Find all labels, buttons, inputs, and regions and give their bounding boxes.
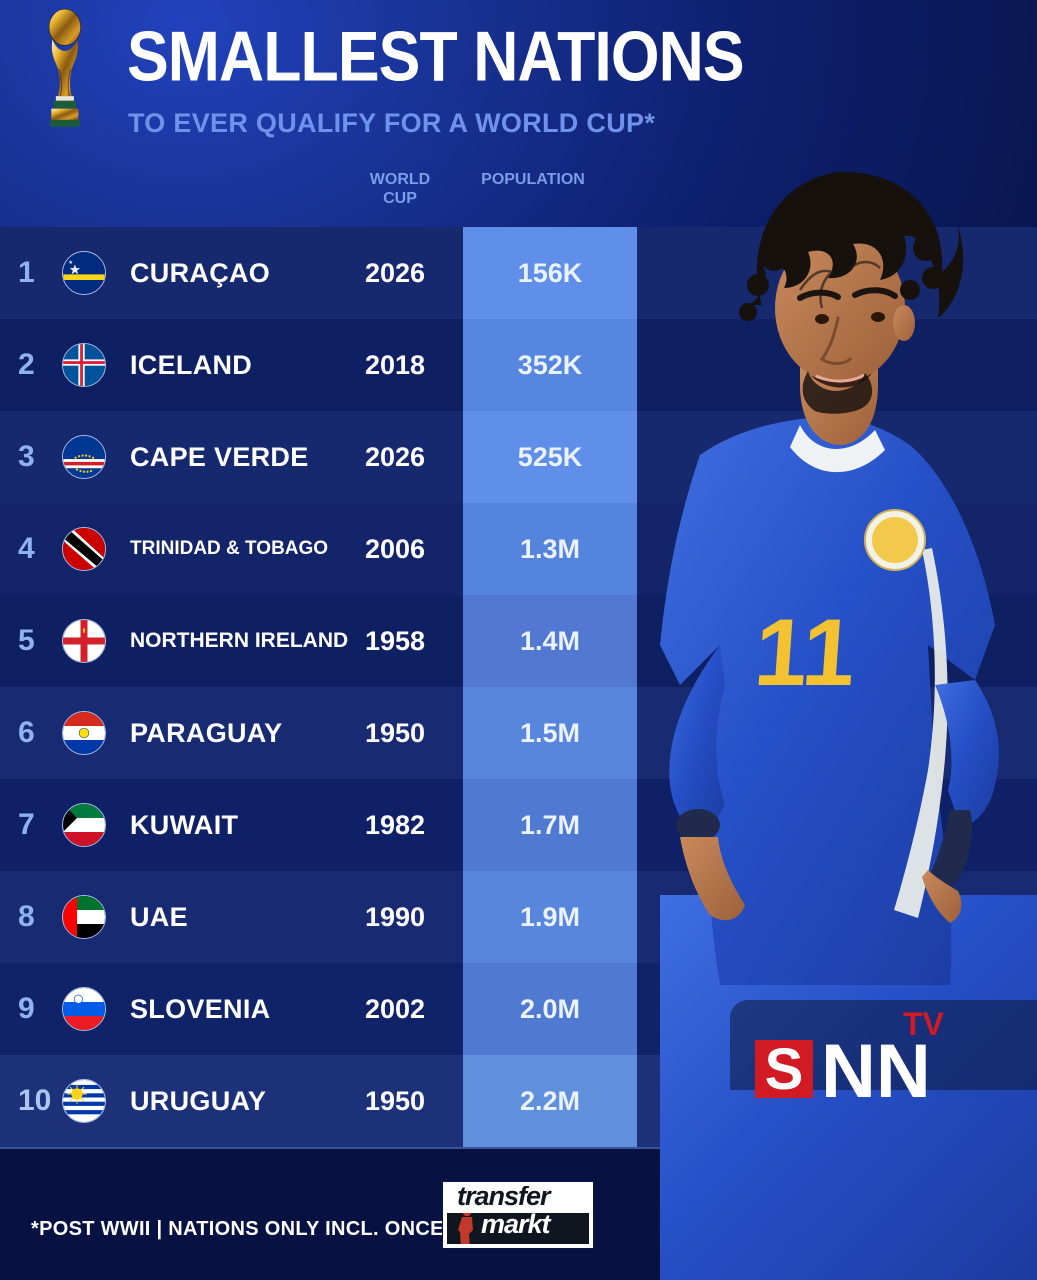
svg-text:TV: TV xyxy=(903,1006,945,1042)
svg-text:11: 11 xyxy=(751,600,859,706)
svg-text:S: S xyxy=(765,1037,804,1102)
